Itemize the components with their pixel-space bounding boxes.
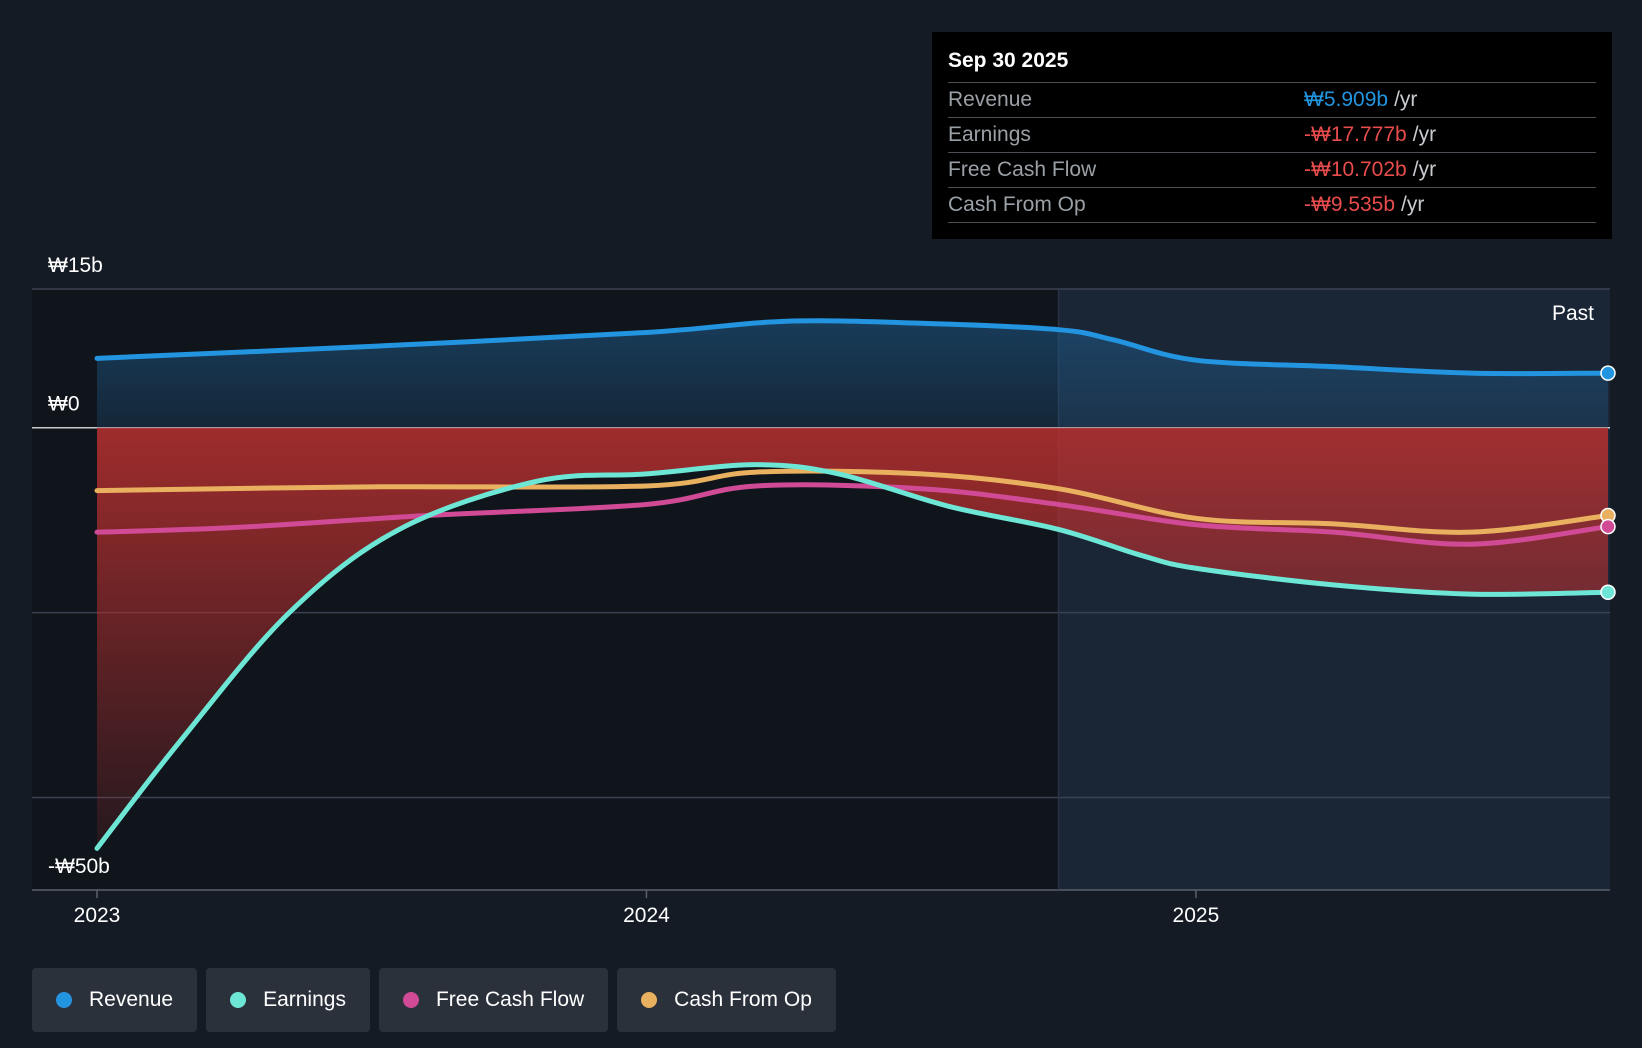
legend-item-revenue[interactable]: Revenue — [32, 968, 198, 1032]
tooltip-unit: /yr — [1401, 193, 1425, 216]
tooltip-unit: /yr — [1394, 88, 1418, 111]
tooltip-value: -₩10.702b — [1304, 158, 1407, 181]
tooltip-date: Sep 30 2025 — [948, 46, 1596, 83]
legend-item-free-cash-flow[interactable]: Free Cash Flow — [378, 968, 609, 1032]
legend-dot-icon — [56, 992, 72, 1008]
legend-dot-icon — [230, 992, 247, 1008]
legend-item-earnings[interactable]: Earnings — [206, 968, 370, 1032]
earnings-line — [94, 462, 1611, 851]
revenue-line — [94, 318, 1611, 377]
revenue-area — [97, 320, 1608, 428]
legend-label: Revenue — [89, 988, 174, 1011]
tooltip-label: Earnings — [948, 123, 1031, 146]
tooltip-value: -₩9.535b — [1304, 193, 1396, 216]
earnings-endpoint — [1600, 584, 1616, 601]
legend-item-cash-from-op[interactable]: Cash From Op — [617, 968, 836, 1032]
y-tick-label: -₩50b — [48, 855, 110, 878]
tooltip-value: ₩5.909b — [1304, 88, 1389, 111]
tooltip-row-earnings: Earnings -₩17.777b /yr — [948, 118, 1596, 153]
legend-dot-icon — [402, 992, 419, 1008]
legend-label: Earnings — [263, 988, 346, 1011]
tooltip-value: -₩17.777b — [1304, 123, 1407, 146]
x-tick-label: 2025 — [1173, 904, 1220, 927]
tooltip-label: Free Cash Flow — [948, 158, 1097, 181]
tooltip-row-revenue: Revenue ₩5.909b /yr — [948, 83, 1596, 118]
negative-area — [97, 427, 1608, 849]
y-tick-label: ₩0 — [48, 393, 80, 416]
free-cash-flow-line — [94, 482, 1611, 547]
region-label: Past — [1552, 302, 1594, 325]
legend: Revenue Earnings Free Cash Flow Cash Fro… — [32, 968, 836, 1032]
legend-label: Free Cash Flow — [435, 988, 585, 1011]
revenue-endpoint — [1600, 365, 1616, 381]
x-tick-label: 2024 — [623, 904, 670, 927]
tooltip-unit: /yr — [1412, 158, 1437, 181]
tooltip-row-cash-from-op: Cash From Op -₩9.535b /yr — [948, 188, 1596, 223]
y-tick-label: ₩15b — [48, 254, 103, 277]
cash-from-op-line — [94, 468, 1611, 535]
tooltip-unit: /yr — [1412, 123, 1437, 146]
legend-label: Cash From Op — [674, 988, 812, 1011]
tooltip: Sep 30 2025 Revenue ₩5.909b /yr Earnings… — [932, 32, 1612, 239]
free-cash-flow-endpoint — [1600, 518, 1616, 535]
tooltip-label: Cash From Op — [948, 193, 1086, 216]
tooltip-row-free-cash-flow: Free Cash Flow -₩10.702b /yr — [948, 153, 1596, 188]
legend-dot-icon — [641, 992, 658, 1008]
tooltip-label: Revenue — [948, 88, 1033, 111]
x-tick-label: 2023 — [74, 904, 121, 927]
